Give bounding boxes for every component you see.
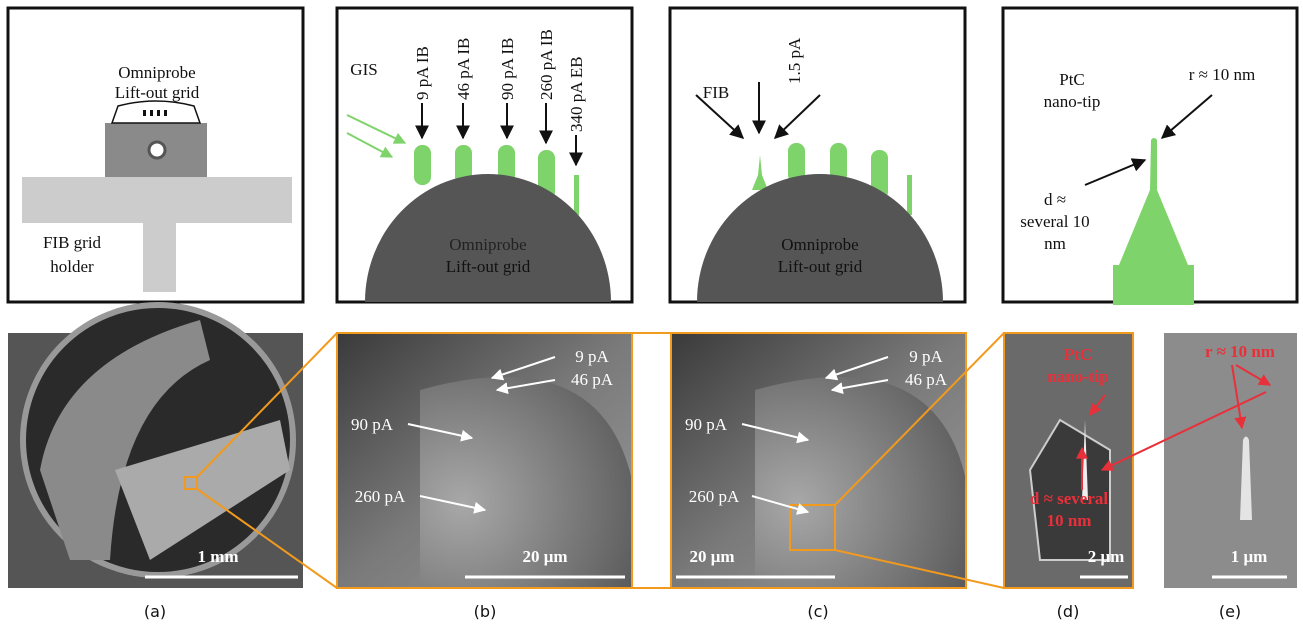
label: d ≈ several [1030, 489, 1109, 508]
label: FIB [703, 83, 729, 102]
caption: (a) [144, 602, 166, 621]
label: 9 pA IB [413, 46, 432, 100]
label: 46 pA [905, 370, 948, 389]
schematic-c: FIB 1.5 pA Omniprobe Lift-out grid [670, 8, 965, 302]
label: 90 pA [351, 415, 394, 434]
label: 10 nm [1047, 511, 1092, 530]
label: several 10 [1020, 212, 1089, 231]
image-b: 9 pA 46 pA 90 pA 260 pA 20 μm [337, 333, 632, 588]
label: nano-tip [1044, 92, 1101, 111]
caption: (c) [807, 602, 828, 621]
figure: Omniprobe Lift-out grid FIB grid holder … [0, 0, 1303, 630]
lift-out-grid [112, 101, 200, 123]
schematic-d: PtC nano-tip r ≈ 10 nm d ≈ several 10 nm [1003, 8, 1297, 305]
pillar [414, 145, 431, 185]
label: 260 pA IB [537, 29, 556, 100]
label: Omniprobe [781, 235, 858, 254]
pillar [574, 175, 579, 215]
label: nm [1044, 234, 1066, 253]
image-d: PtC nano-tip d ≈ several 10 nm 2 μm [1004, 333, 1133, 588]
scale-label: 1 mm [197, 547, 238, 566]
scale-label: 2 μm [1088, 547, 1125, 566]
label: 1.5 pA [785, 37, 804, 84]
label: d ≈ [1044, 190, 1066, 209]
label: 90 pA [685, 415, 728, 434]
scale-label: 1 μm [1231, 547, 1268, 566]
scale-label: 20 μm [689, 547, 734, 566]
label: 46 pA IB [454, 38, 473, 100]
image-c: 9 pA 46 pA 90 pA 260 pA 20 μm [671, 333, 966, 588]
scale-label: 20 μm [522, 547, 567, 566]
label: Omniprobe [118, 63, 195, 82]
label: 340 pA EB [567, 56, 586, 132]
caption: (e) [1219, 602, 1241, 621]
label: GIS [350, 60, 377, 79]
schematic-b: GIS 9 pA IB 46 pA IB 90 pA IB 260 pA IB … [337, 8, 632, 302]
label: r ≈ 10 nm [1205, 342, 1275, 361]
label: PtC [1064, 345, 1092, 364]
label: 9 pA [575, 347, 609, 366]
label: 90 pA IB [498, 38, 517, 100]
caption: (b) [474, 602, 497, 621]
holder-stem [143, 223, 176, 292]
label: Lift-out grid [115, 83, 200, 102]
caption: (d) [1057, 602, 1080, 621]
pillar [907, 175, 912, 215]
label: r ≈ 10 nm [1189, 65, 1255, 84]
label: nano-tip [1047, 367, 1108, 386]
label: 260 pA [355, 487, 406, 506]
label: PtC [1059, 70, 1085, 89]
label: Omniprobe [449, 235, 526, 254]
label: FIB grid [43, 233, 102, 252]
label: 46 pA [571, 370, 614, 389]
image-a: 1 mm [8, 305, 303, 588]
schematic-a: Omniprobe Lift-out grid FIB grid holder [8, 8, 303, 302]
label: 260 pA [689, 487, 740, 506]
label: holder [50, 257, 94, 276]
label: 9 pA [909, 347, 943, 366]
screw [149, 142, 165, 158]
grid-holder [22, 177, 292, 223]
label: Lift-out grid [446, 257, 531, 276]
label: Lift-out grid [778, 257, 863, 276]
